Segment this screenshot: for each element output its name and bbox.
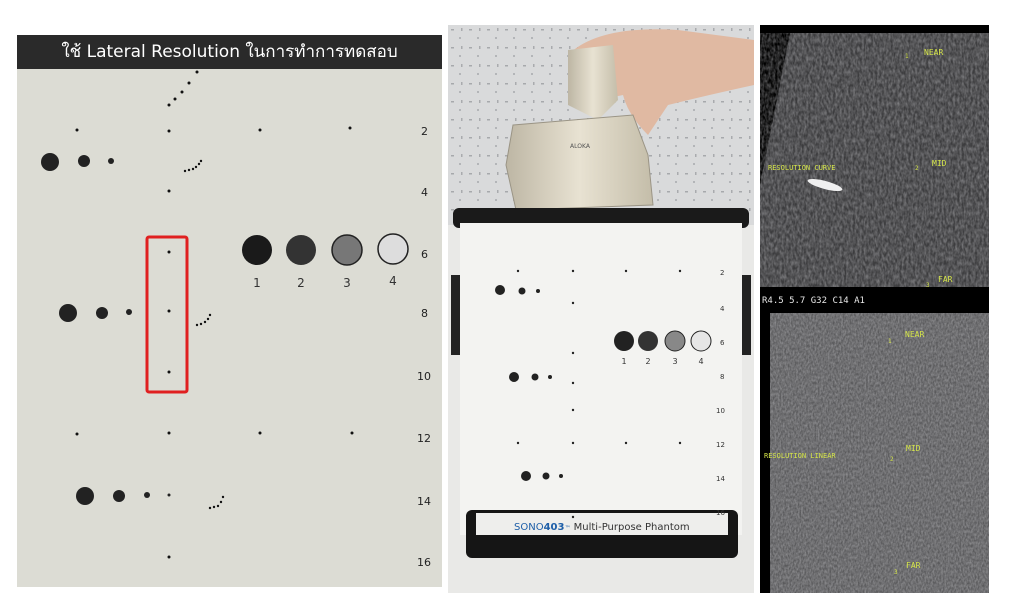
panel-title: ใช้ Lateral Resolution ในการทำการทดสอบ: [17, 35, 442, 69]
graded-dots-middle: [59, 304, 132, 322]
gray-target-3: [331, 234, 363, 266]
dot-row-4: [167, 189, 171, 193]
status-bar: R4.5 5.7 G32 C14 A1: [762, 296, 865, 306]
depth-label: 12: [417, 432, 431, 445]
depth-label: 2: [421, 125, 428, 138]
curve-label: RESOLUTION CURVE: [768, 164, 835, 172]
target-label-3: 3: [343, 276, 351, 290]
dot-row-16: [167, 555, 171, 559]
depth-label: 16: [716, 509, 725, 517]
depth-label: 12: [716, 441, 725, 449]
depth-label: 14: [716, 475, 725, 483]
phantom-photo: ALOKA 1 2 3 4 2 4 6: [448, 25, 754, 593]
diagonal-dot-line: [167, 70, 199, 107]
depth-label: 6: [421, 248, 428, 261]
bottom-overlay: NEAR 1 MID 2 RESOLUTION LINEAR FAR 3: [764, 330, 924, 576]
ultrasound-probe: [505, 114, 654, 211]
depth-label: 8: [720, 373, 724, 381]
target-label: 2: [645, 357, 650, 366]
gray-target-4: [377, 233, 409, 265]
phantom-diagram-panel: 1 2 3 4 2: [17, 35, 442, 587]
depth-label: 4: [421, 186, 428, 199]
marker-1: 1: [888, 338, 892, 345]
depth-scale: 2 4 6 8 10 12 14 16: [417, 125, 431, 569]
phantom-label-strip: [476, 513, 728, 535]
probe-brand: ALOKA: [570, 143, 591, 150]
graded-dots-lower: [76, 487, 171, 505]
phantom-target-labels: 1 2 3 4: [621, 357, 703, 366]
target-label: 1: [621, 357, 626, 366]
mid-label: MID: [906, 444, 921, 453]
target-label-2: 2: [297, 276, 305, 290]
depth-label: 6: [720, 339, 725, 347]
marker-3: 3: [894, 569, 898, 576]
speckle-texture: [760, 33, 989, 287]
probe-cable-housing: [568, 45, 618, 120]
target-label-4: 4: [389, 274, 397, 288]
bright-target: [807, 178, 843, 192]
phantom-diagram: 1 2 3 4 2: [41, 70, 431, 569]
dot-row-2: [75, 126, 352, 133]
depth-label: 8: [421, 307, 428, 320]
depth-label: 2: [720, 269, 724, 277]
highlight-box: [145, 235, 189, 394]
gray-target-2: [286, 235, 316, 265]
curve-dots-middle: [195, 313, 212, 327]
phantom-dots: [495, 269, 712, 519]
near-label: NEAR: [924, 48, 943, 57]
depth-label: 16: [417, 556, 431, 569]
near-label: NEAR: [905, 330, 924, 339]
phantom-photo-illustration: ALOKA 1 2 3 4 2 4 6: [448, 25, 754, 593]
phantom-brand-label: SONO403™ Multi-Purpose Phantom: [514, 522, 690, 533]
curve-dots-upper: [183, 159, 203, 173]
highlighted-dots: [167, 250, 171, 374]
depth-label: 4: [720, 305, 725, 313]
depth-label: 10: [716, 407, 725, 415]
target-label: 3: [672, 357, 677, 366]
phantom-depth-scale: 2 4 6 8 10 12 14 16: [716, 269, 725, 517]
top-overlay: NEAR 1 MID 2 RESOLUTION CURVE FAR 3: [768, 48, 953, 289]
marker-2: 2: [890, 456, 894, 463]
curve-dots-lower: [208, 495, 225, 510]
marker-1: 1: [905, 53, 909, 60]
target-label: 4: [698, 357, 703, 366]
hand: [568, 29, 754, 135]
marker-2: 2: [915, 165, 919, 172]
mid-label: MID: [932, 159, 947, 168]
far-label: FAR: [938, 275, 953, 284]
graded-dots-upper: [41, 153, 114, 171]
dot-row-12: [75, 431, 354, 436]
depth-label: 10: [417, 370, 431, 383]
depth-label: 14: [417, 495, 431, 508]
linear-label: RESOLUTION LINEAR: [764, 452, 836, 460]
far-label: FAR: [906, 561, 921, 570]
gray-target-1: [242, 235, 272, 265]
speckle-texture: [770, 313, 989, 593]
ultrasound-images: NEAR 1 MID 2 RESOLUTION CURVE FAR 3 R4.5…: [760, 25, 989, 593]
target-label-1: 1: [253, 276, 261, 290]
phantom-body: [460, 223, 742, 535]
ultrasound-screens: NEAR 1 MID 2 RESOLUTION CURVE FAR 3 R4.5…: [760, 33, 989, 593]
marker-3: 3: [926, 282, 930, 289]
